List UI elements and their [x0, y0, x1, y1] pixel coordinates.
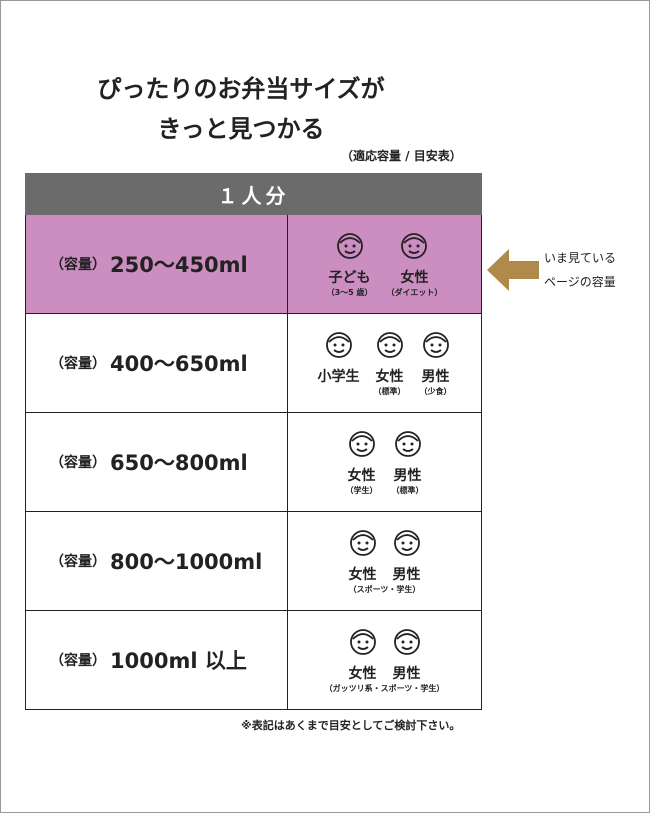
capacity-prefix: （容量） — [50, 257, 106, 273]
table-row: （容量） 400〜650ml 小学生 女性 （標準） 男性 （少食） — [25, 314, 482, 413]
callout-line: いま見ている — [544, 251, 617, 265]
footnote: ※表記はあくまで目安としてご検討下さい。 — [241, 719, 461, 732]
table-row: （容量） 250〜450ml 子ども （3〜5 歳） 女性 （ダイエット） — [25, 215, 482, 314]
person-label: 女性 — [375, 368, 404, 385]
face — [348, 430, 375, 457]
person-list: 女性 男性 — [348, 627, 422, 683]
person: 小学生 — [318, 330, 360, 397]
capacity-cell: （容量） 650〜800ml — [26, 413, 288, 511]
person: 子ども （3〜5 歳） — [327, 231, 373, 298]
capacity-prefix: （容量） — [50, 554, 106, 570]
subtitle: （適応容量 / 目安表） — [341, 149, 462, 163]
person: 女性 — [348, 528, 378, 584]
person-label: 子ども — [328, 269, 371, 286]
capacity-cell: （容量） 400〜650ml — [26, 314, 288, 412]
face — [393, 529, 420, 556]
persons-cell: 女性 男性 （スポーツ・学生） — [288, 512, 481, 610]
face-icon — [347, 429, 377, 463]
person: 女性 （標準） — [374, 330, 406, 397]
person: 男性 — [392, 528, 422, 584]
table: １人分 （容量） 250〜450ml 子ども （3〜5 歳） 女性 （ダイエット） （容量）… — [25, 173, 482, 710]
table-row: （容量） 800〜1000ml 女性 男性 （スポーツ・学生） — [25, 512, 482, 611]
capacity-prefix: （容量） — [50, 455, 106, 471]
table-row: （容量） 650〜800ml 女性 （学生） 男性 （標準） — [25, 413, 482, 512]
group-note: （スポーツ・学生） — [348, 584, 421, 594]
person-label: 小学生 — [317, 368, 360, 385]
capacity: 1000ml 以上 — [110, 649, 247, 673]
person-list: 女性 男性 — [348, 528, 422, 584]
persons-cell: 子ども （3〜5 歳） 女性 （ダイエット） — [288, 215, 481, 313]
person-note: （3〜5 歳） — [326, 287, 373, 297]
capacity: 800〜1000ml — [110, 550, 263, 574]
persons-cell: 女性 （学生） 男性 （標準） — [288, 413, 481, 511]
person-label: 女性 — [348, 566, 377, 583]
person: 男性 （標準） — [392, 429, 424, 496]
capacity-prefix: （容量） — [50, 356, 106, 372]
face-icon — [399, 231, 429, 265]
persons-cell: 小学生 女性 （標準） 男性 （少食） — [288, 314, 481, 412]
face-icon — [393, 429, 423, 463]
person-list: 子ども （3〜5 歳） 女性 （ダイエット） — [327, 231, 443, 298]
person-list: 小学生 女性 （標準） 男性 （少食） — [318, 330, 452, 397]
persons-cell: 女性 男性 （ガッツリ系・スポーツ・学生） — [288, 611, 481, 709]
person: 女性 （ダイエット） — [386, 231, 443, 298]
person-note: （標準） — [373, 386, 406, 396]
capacity: 400〜650ml — [110, 352, 248, 376]
person-label: 男性 — [392, 566, 421, 583]
capacity-prefix: （容量） — [50, 653, 106, 669]
capacity: 650〜800ml — [110, 451, 248, 475]
person: 男性 （少食） — [420, 330, 452, 397]
face-icon — [324, 330, 354, 364]
person-note: （標準） — [391, 485, 424, 495]
person-note: （少食） — [419, 386, 452, 396]
person: 女性 （学生） — [346, 429, 378, 496]
face-icon — [375, 330, 405, 364]
table-row: （容量） 1000ml 以上 女性 男性 （ガッツリ系・スポーツ・学生） — [25, 611, 482, 710]
face-icon — [421, 330, 451, 364]
person-label: 女性 — [347, 467, 376, 484]
person-label: 女性 — [348, 665, 377, 682]
face — [394, 430, 421, 457]
person: 女性 — [348, 627, 378, 683]
title-line: ぴったりのお弁当サイズが — [97, 75, 385, 103]
person-note: （ダイエット） — [386, 287, 443, 297]
face — [349, 628, 376, 655]
person-label: 女性 — [400, 269, 429, 286]
face — [336, 232, 363, 259]
title-line: きっと見つかる — [157, 115, 325, 143]
person-list: 女性 （学生） 男性 （標準） — [346, 429, 424, 496]
person: 男性 — [392, 627, 422, 683]
face — [422, 331, 449, 358]
face-icon — [392, 528, 422, 562]
person-label: 男性 — [421, 368, 450, 385]
face — [376, 331, 403, 358]
face-icon — [348, 528, 378, 562]
table-heading: １人分 — [25, 173, 482, 215]
face — [401, 232, 428, 259]
face-icon — [392, 627, 422, 661]
capacity-cell: （容量） 1000ml 以上 — [26, 611, 288, 709]
person-label: 男性 — [392, 665, 421, 682]
face — [325, 331, 352, 358]
face-icon — [335, 231, 365, 265]
callout-line: ページの容量 — [544, 275, 616, 289]
capacity: 250〜450ml — [110, 253, 248, 277]
person-note: （学生） — [345, 485, 378, 495]
person-label: 男性 — [393, 467, 422, 484]
face-icon — [348, 627, 378, 661]
face — [349, 529, 376, 556]
capacity-cell: （容量） 800〜1000ml — [26, 512, 288, 610]
arrow — [487, 249, 539, 291]
group-note: （ガッツリ系・スポーツ・学生） — [324, 683, 445, 693]
face — [393, 628, 420, 655]
capacity-cell: （容量） 250〜450ml — [26, 215, 288, 313]
